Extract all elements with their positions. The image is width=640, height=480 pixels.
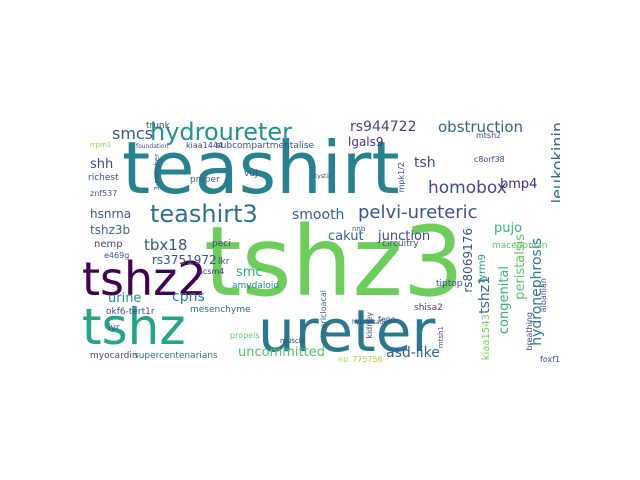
word-tiptop: tiptop (436, 279, 463, 289)
word-breathing: breathing (525, 312, 534, 351)
word-subcompartmentalise: subcompartmentalise (216, 141, 315, 151)
word-rs944722: rs944722 (350, 119, 417, 135)
word-lgals9: lgals9 (348, 135, 384, 149)
word-tshz3b: tshz3b (90, 223, 131, 237)
word-cloud: teashirt tshz3 tshz2 ureter tshz hydrour… (80, 118, 560, 362)
word-uncommitted: uncommitted (238, 345, 325, 360)
word-mesenchyme: mesenchyme (190, 305, 251, 315)
word-smcs: smcs (112, 124, 154, 143)
word-macedonian: macedonian (492, 241, 548, 251)
word-pelvi-ureteric: pelvi-ureteric (358, 202, 478, 223)
word-nnb: nnb (352, 225, 366, 233)
word-supercentenarians: supercentenarians (134, 351, 218, 361)
word-tshz3: tshz3 (204, 206, 464, 318)
word-okf6-tert1r: okf6-tert1r (106, 307, 155, 317)
word-kiaa1444: kiaa1444 (186, 141, 224, 150)
word-foxf1: foxf1 (540, 355, 560, 363)
word-hydroureter: hydroureter (150, 118, 293, 146)
word-muscle: muscle (280, 337, 306, 345)
word-c8orf38: c8orf38 (474, 155, 505, 164)
word-cakut: cakut (328, 229, 364, 244)
word-feno: feno (378, 315, 396, 324)
word-hsnrna: hsnrna (90, 207, 132, 221)
word-foundation: foundation (136, 143, 169, 150)
word-tshz: tshz (82, 298, 186, 356)
word-cystic: cystic (314, 173, 332, 180)
word-smc: smc (236, 265, 263, 280)
word-rs8069176: rs8069176 (461, 228, 475, 293)
word-albanian: albanian (539, 278, 548, 313)
word-mtsh1: mtsh1 (437, 326, 445, 349)
word-propels: propels (230, 331, 260, 340)
word-congenital: congenital (497, 266, 512, 335)
word-urine: urine (108, 291, 142, 306)
word-junction: junction (378, 229, 431, 244)
word-acsm4: acsm4 (198, 267, 225, 276)
word-3-member: 3-member (153, 154, 161, 191)
word-mtsh2: mtsh2 (476, 131, 502, 140)
word-lyrm9: lyrm9 (477, 254, 488, 283)
word-mpk12: mpk1/2 (397, 162, 406, 193)
word-peci: peci (212, 239, 231, 249)
word-lyr: lyr (108, 323, 120, 333)
word-pericloacal: pericloacal (319, 290, 328, 334)
word-tshz2: tshz2 (82, 252, 207, 306)
word-amydaloid: amydaloid (232, 281, 280, 291)
word-shh: shh (90, 157, 114, 172)
word-tsh: tsh (414, 155, 436, 171)
word-vuj: vuj (244, 169, 258, 179)
word-rrpm1: rrpm1 (90, 141, 112, 149)
word-teashirt: teashirt (122, 126, 400, 210)
word-shisa2: shisa2 (414, 303, 443, 313)
word-trunk: trunk (146, 121, 170, 131)
word-hybridisation: hybridisation (352, 319, 392, 326)
word-np_775756: np_775756 (338, 355, 383, 363)
word-richest: richest (88, 173, 119, 183)
word-tbx18: tbx18 (144, 236, 188, 254)
word-homobox: homobox (428, 178, 507, 198)
word-asd-like: asd-like (386, 345, 440, 361)
word-circuitry: circuitry (382, 239, 419, 249)
word-cpns: cpns (172, 289, 205, 305)
word-pujo: pujo (494, 221, 523, 236)
word-proper: proper (190, 175, 220, 185)
word-smooth: smooth (292, 207, 345, 223)
word-leukokinin: leukokinin (548, 122, 560, 204)
word-nemp: nemp (94, 239, 123, 250)
word-znf537: znf537 (90, 189, 118, 198)
word-teashirt3: teashirt3 (150, 200, 258, 228)
word-myocardin: myocardin (90, 351, 138, 361)
word-e469g: e469g (104, 251, 130, 260)
word-lkr: lkr (218, 257, 230, 267)
word-bmp4: bmp4 (500, 177, 538, 192)
word-ureter: ureter (258, 297, 436, 362)
word-obstruction: obstruction (438, 118, 524, 136)
word-rs3751972: rs3751972 (152, 253, 217, 267)
word-kiaa1543: kiaa1543 (481, 314, 492, 361)
